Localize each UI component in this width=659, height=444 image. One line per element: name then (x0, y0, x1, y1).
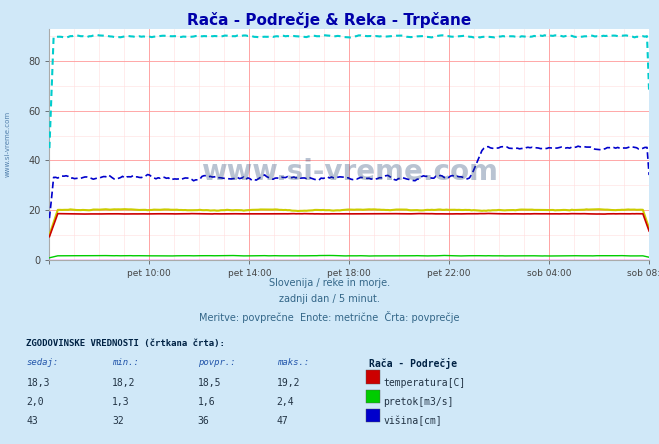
Text: 18,2: 18,2 (112, 377, 136, 388)
Text: 18,5: 18,5 (198, 377, 221, 388)
Text: Rača - Podrečje: Rača - Podrečje (369, 358, 457, 369)
Text: 32: 32 (112, 416, 124, 426)
Text: 1,3: 1,3 (112, 397, 130, 407)
Text: 47: 47 (277, 416, 289, 426)
Text: 43: 43 (26, 416, 38, 426)
Text: 2,0: 2,0 (26, 397, 44, 407)
Text: sedaj:: sedaj: (26, 358, 59, 367)
Text: temperatura[C]: temperatura[C] (384, 377, 466, 388)
Text: Meritve: povprečne  Enote: metrične  Črta: povprečje: Meritve: povprečne Enote: metrične Črta:… (199, 311, 460, 323)
Text: 2,4: 2,4 (277, 397, 295, 407)
Text: Slovenija / reke in morje.: Slovenija / reke in morje. (269, 278, 390, 288)
Text: 19,2: 19,2 (277, 377, 301, 388)
Text: povpr.:: povpr.: (198, 358, 235, 367)
Text: 1,6: 1,6 (198, 397, 215, 407)
Text: 36: 36 (198, 416, 210, 426)
Text: www.si-vreme.com: www.si-vreme.com (201, 158, 498, 186)
Text: Rača - Podrečje & Reka - Trpčane: Rača - Podrečje & Reka - Trpčane (187, 12, 472, 28)
Text: višina[cm]: višina[cm] (384, 416, 442, 426)
Text: min.:: min.: (112, 358, 139, 367)
Text: ZGODOVINSKE VREDNOSTI (črtkana črta):: ZGODOVINSKE VREDNOSTI (črtkana črta): (26, 339, 225, 348)
Text: www.si-vreme.com: www.si-vreme.com (5, 111, 11, 177)
Text: maks.:: maks.: (277, 358, 309, 367)
Text: zadnji dan / 5 minut.: zadnji dan / 5 minut. (279, 294, 380, 305)
Text: pretok[m3/s]: pretok[m3/s] (384, 397, 454, 407)
Text: 18,3: 18,3 (26, 377, 50, 388)
